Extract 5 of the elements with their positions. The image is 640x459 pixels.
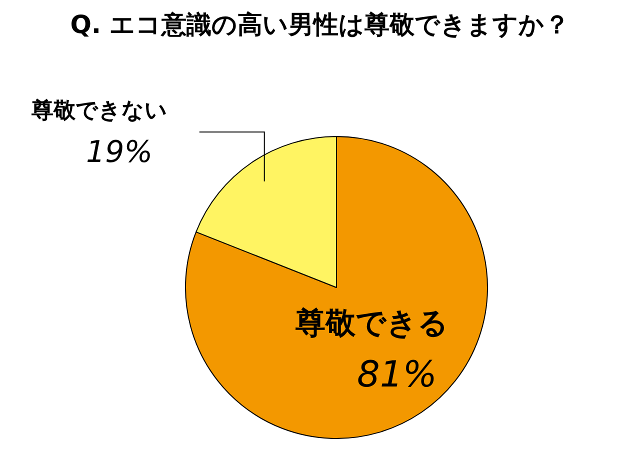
chart-title: Q. エコ意識の高い男性は尊敬できますか？ — [69, 9, 571, 41]
slice-label: 尊敬できる — [295, 306, 448, 341]
data-label: 19% — [86, 134, 153, 170]
slice-label: 尊敬できない — [30, 98, 168, 124]
data-label: 81% — [356, 354, 437, 396]
